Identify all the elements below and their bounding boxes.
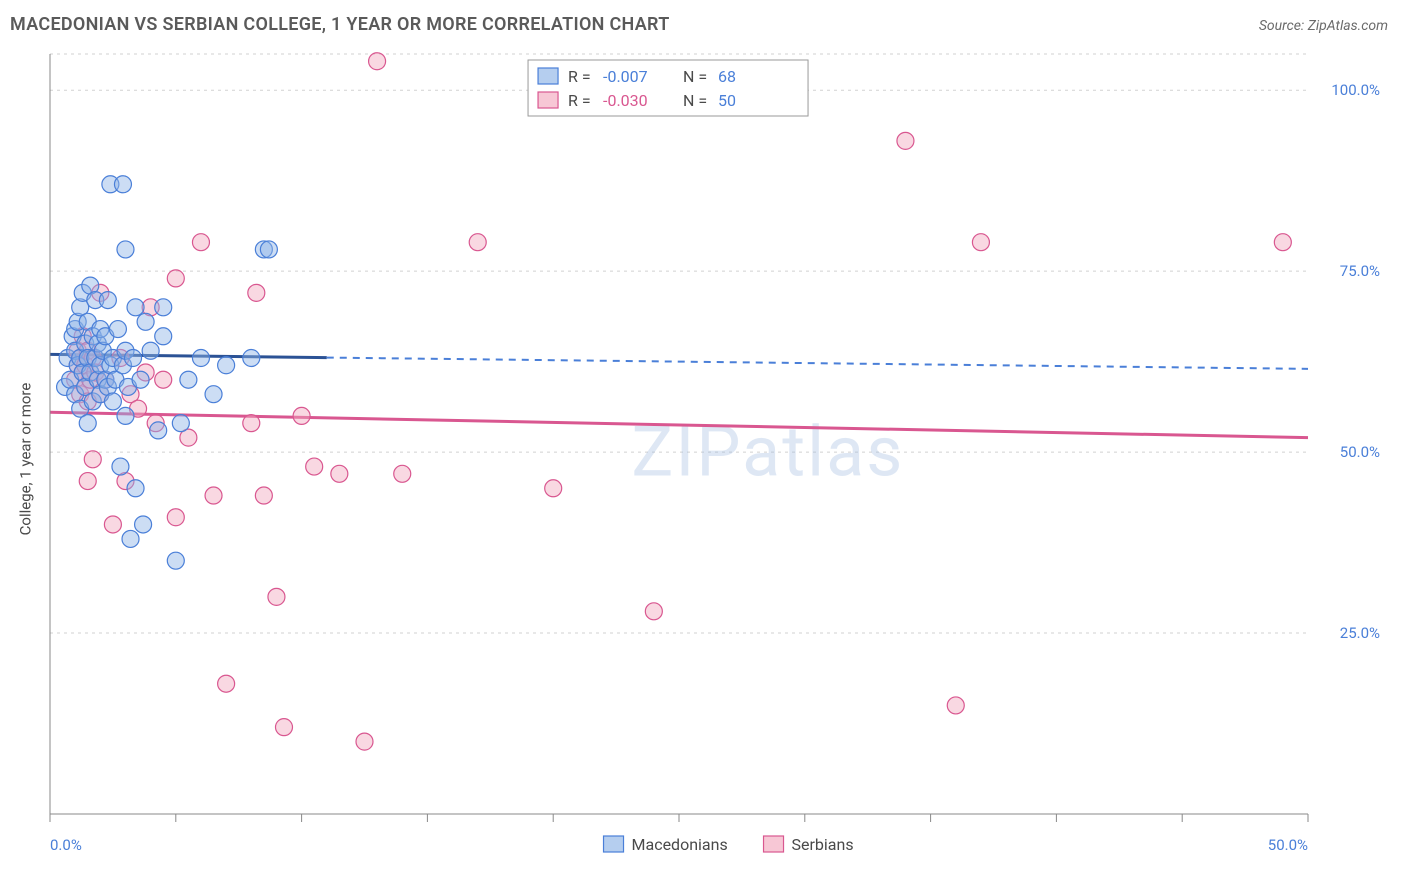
point-serbians [167, 270, 184, 287]
point-serbians [356, 733, 373, 750]
point-serbians [947, 697, 964, 714]
point-serbians [79, 473, 96, 490]
point-serbians [469, 234, 486, 251]
legend-swatch-macedonians [604, 836, 624, 852]
point-serbians [155, 371, 172, 388]
point-macedonians [112, 458, 129, 475]
legend-swatch-macedonians [538, 68, 558, 84]
point-serbians [972, 234, 989, 251]
point-serbians [394, 465, 411, 482]
point-serbians [248, 284, 265, 301]
point-serbians [218, 675, 235, 692]
y-tick-label: 50.0% [1340, 443, 1380, 461]
point-macedonians [99, 292, 116, 309]
x-tick-label: 0.0% [50, 836, 82, 854]
point-serbians [104, 516, 121, 533]
point-serbians [293, 407, 310, 424]
point-macedonians [167, 552, 184, 569]
point-serbians [268, 588, 285, 605]
point-macedonians [117, 407, 134, 424]
point-macedonians [109, 321, 126, 338]
point-serbians [897, 132, 914, 149]
point-serbians [167, 509, 184, 526]
point-macedonians [125, 350, 142, 367]
y-tick-label: 100.0% [1331, 81, 1380, 99]
legend-swatch-serbians [764, 836, 784, 852]
point-macedonians [122, 530, 139, 547]
point-macedonians [127, 480, 144, 497]
point-serbians [369, 53, 386, 70]
plot-area: College, 1 year or more ZIPatlas0.0%50.0… [10, 44, 1388, 874]
point-macedonians [155, 328, 172, 345]
legend-swatch-serbians [538, 92, 558, 108]
point-serbians [545, 480, 562, 497]
point-macedonians [142, 342, 159, 359]
point-macedonians [137, 313, 154, 330]
chart-title: MACEDONIAN VS SERBIAN COLLEGE, 1 YEAR OR… [10, 14, 670, 35]
svg-text:-0.030: -0.030 [603, 91, 648, 110]
point-serbians [243, 415, 260, 432]
point-serbians [275, 719, 292, 736]
svg-text:50: 50 [718, 91, 736, 110]
point-serbians [192, 234, 209, 251]
point-macedonians [132, 371, 149, 388]
page: MACEDONIAN VS SERBIAN COLLEGE, 1 YEAR OR… [0, 0, 1406, 892]
point-serbians [306, 458, 323, 475]
point-macedonians [104, 393, 121, 410]
point-serbians [255, 487, 272, 504]
y-axis-label: College, 1 year or more [16, 383, 34, 536]
svg-text:N =: N = [683, 91, 707, 110]
point-macedonians [180, 371, 197, 388]
point-macedonians [79, 415, 96, 432]
point-macedonians [150, 422, 167, 439]
svg-text:N =: N = [683, 67, 707, 86]
point-macedonians [218, 357, 235, 374]
correlation-scatter-chart: ZIPatlas0.0%50.0%25.0%50.0%75.0%100.0%R … [10, 44, 1388, 874]
source-attribution: Source: ZipAtlas.com [1259, 18, 1388, 34]
point-macedonians [260, 241, 277, 258]
point-macedonians [192, 350, 209, 367]
point-serbians [1274, 234, 1291, 251]
legend-label-serbians: Serbians [792, 835, 854, 854]
point-serbians [331, 465, 348, 482]
point-serbians [645, 603, 662, 620]
x-tick-label: 50.0% [1268, 836, 1308, 854]
point-macedonians [172, 415, 189, 432]
point-serbians [84, 451, 101, 468]
svg-text:68: 68 [718, 67, 736, 86]
y-tick-label: 25.0% [1340, 624, 1380, 642]
point-macedonians [127, 299, 144, 316]
svg-text:R =: R = [568, 67, 591, 86]
point-macedonians [155, 299, 172, 316]
point-macedonians [117, 241, 134, 258]
point-macedonians [135, 516, 152, 533]
point-macedonians [114, 176, 131, 193]
point-macedonians [243, 350, 260, 367]
point-macedonians [205, 386, 222, 403]
legend-label-macedonians: Macedonians [632, 835, 728, 854]
y-tick-label: 75.0% [1340, 262, 1380, 280]
point-serbians [205, 487, 222, 504]
svg-text:-0.007: -0.007 [603, 67, 648, 86]
svg-text:R =: R = [568, 91, 591, 110]
